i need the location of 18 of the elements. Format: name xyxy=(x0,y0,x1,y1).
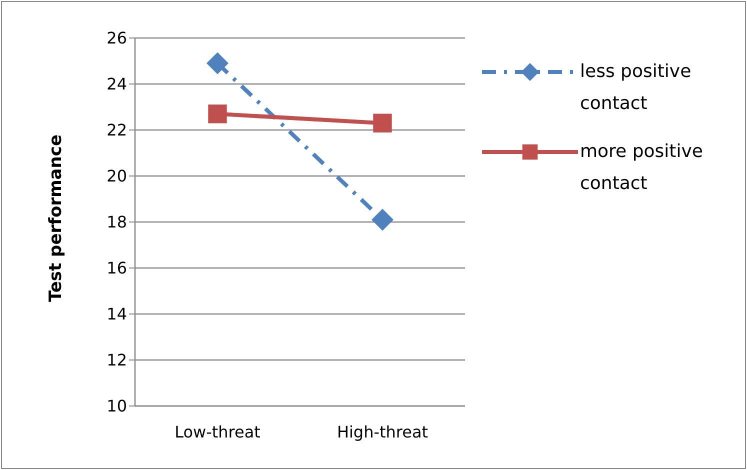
point xyxy=(206,52,228,74)
y-tick-label: 22 xyxy=(106,120,127,140)
x-tick-label: Low-threat xyxy=(174,422,260,442)
legend-label: more positive contact xyxy=(580,140,704,196)
y-tick-label: 18 xyxy=(106,212,127,232)
point xyxy=(373,114,392,132)
point xyxy=(208,104,227,124)
y-tick-label: 24 xyxy=(106,74,127,94)
y-axis-title: Test performance xyxy=(46,134,66,302)
y-tick-label: 20 xyxy=(106,166,127,186)
legend-label: less positive contact xyxy=(580,60,692,116)
x-tick-label: High-threat xyxy=(336,422,428,442)
y-tick-label: 16 xyxy=(106,258,127,278)
point xyxy=(372,208,394,231)
y-tick-label: 14 xyxy=(106,304,127,324)
y-tick-label: 12 xyxy=(106,350,127,370)
y-tick-label: 26 xyxy=(106,28,127,48)
y-tick-label: 10 xyxy=(106,396,127,416)
